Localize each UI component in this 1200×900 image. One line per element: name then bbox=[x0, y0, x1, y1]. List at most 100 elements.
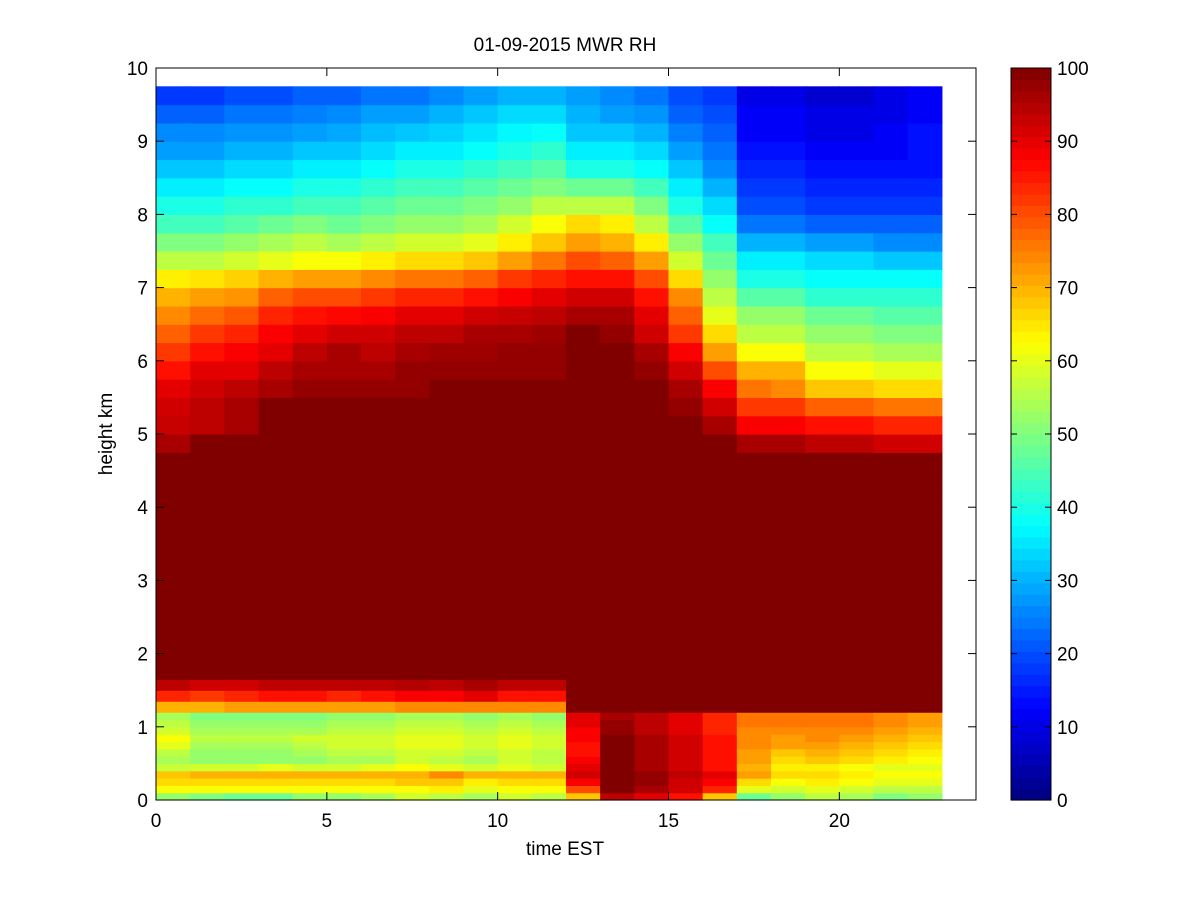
heatmap-cell bbox=[736, 507, 772, 527]
heatmap-cell bbox=[429, 488, 465, 508]
heatmap-cell bbox=[839, 397, 875, 417]
heatmap-cell bbox=[873, 269, 909, 289]
heatmap-cell bbox=[361, 287, 396, 307]
heatmap-cell bbox=[668, 379, 704, 398]
heatmap-cell bbox=[736, 617, 772, 636]
heatmap-cell bbox=[600, 543, 635, 563]
heatmap-cell bbox=[771, 415, 806, 435]
heatmap-cell bbox=[258, 324, 294, 344]
heatmap-cell bbox=[702, 342, 738, 362]
heatmap-cell bbox=[429, 792, 465, 801]
heatmap-cell bbox=[771, 196, 806, 215]
heatmap-cell bbox=[326, 668, 362, 680]
heatmap-cell bbox=[361, 360, 396, 380]
heatmap-cell bbox=[463, 785, 499, 794]
y-tick-label: 5 bbox=[137, 425, 148, 446]
colorbar-segment bbox=[1011, 697, 1051, 710]
heatmap-cell bbox=[531, 434, 567, 453]
heatmap-cell bbox=[292, 86, 328, 106]
colorbar-segment bbox=[1011, 491, 1051, 504]
heatmap-cell bbox=[429, 734, 465, 743]
heatmap-cell bbox=[292, 342, 328, 362]
heatmap-cell bbox=[805, 488, 840, 508]
heatmap-cell bbox=[326, 434, 362, 453]
heatmap-cell bbox=[395, 287, 430, 307]
heatmap-cell bbox=[292, 741, 328, 750]
heatmap-cell bbox=[634, 305, 670, 325]
heatmap-cell bbox=[566, 734, 601, 743]
heatmap-cell bbox=[497, 741, 533, 750]
heatmap-cell bbox=[531, 562, 567, 581]
heatmap-cell bbox=[600, 232, 635, 252]
heatmap-cell bbox=[873, 598, 909, 618]
heatmap-cell bbox=[463, 232, 499, 252]
heatmap-cell bbox=[736, 778, 772, 786]
heatmap-cell bbox=[566, 770, 601, 779]
heatmap-cell bbox=[566, 434, 601, 453]
heatmap-cell bbox=[497, 141, 533, 161]
heatmap-cell bbox=[531, 690, 567, 702]
colorbar-gradient bbox=[1011, 68, 1051, 801]
heatmap-cell bbox=[224, 214, 260, 234]
heatmap-cell bbox=[395, 324, 430, 344]
heatmap-cell bbox=[224, 434, 260, 453]
heatmap-cell bbox=[156, 525, 191, 545]
heatmap-cell bbox=[224, 712, 260, 721]
heatmap-cell bbox=[292, 122, 328, 142]
heatmap-cell bbox=[531, 379, 567, 398]
heatmap-cell bbox=[771, 598, 806, 618]
heatmap-cell bbox=[531, 360, 567, 380]
heatmap-cell bbox=[326, 598, 362, 618]
heatmap-cell bbox=[907, 86, 943, 106]
heatmap-cell bbox=[258, 525, 294, 545]
heatmap-cell bbox=[531, 679, 567, 691]
heatmap-cell bbox=[326, 470, 362, 490]
x-tick-label: 5 bbox=[322, 811, 333, 832]
heatmap-cell bbox=[873, 785, 909, 794]
heatmap-cell bbox=[736, 434, 772, 453]
heatmap-cell bbox=[566, 342, 601, 362]
heatmap-cell bbox=[497, 251, 533, 270]
heatmap-cell bbox=[224, 598, 260, 618]
colorbar-segment bbox=[1011, 788, 1051, 801]
heatmap-cell bbox=[156, 488, 191, 508]
heatmap-cell bbox=[736, 360, 772, 380]
colorbar-segment bbox=[1011, 376, 1051, 389]
heatmap-cell bbox=[736, 748, 772, 757]
heatmap-cell bbox=[839, 324, 875, 344]
heatmap-cell bbox=[497, 470, 533, 490]
heatmap-cell bbox=[702, 177, 738, 197]
heatmap-cell bbox=[634, 580, 670, 600]
heatmap-cell bbox=[805, 726, 840, 735]
heatmap-cell bbox=[156, 342, 191, 362]
heatmap-cell bbox=[634, 159, 670, 179]
heatmap-cell bbox=[531, 598, 567, 618]
heatmap-cell bbox=[702, 141, 738, 161]
heatmap-cell bbox=[873, 305, 909, 325]
heatmap-cell bbox=[668, 232, 704, 252]
heatmap-cell bbox=[805, 214, 840, 234]
heatmap-cell bbox=[702, 324, 738, 344]
heatmap-cell bbox=[634, 452, 670, 472]
colorbar-tick-label: 70 bbox=[1057, 279, 1078, 300]
heatmap-cell bbox=[805, 617, 840, 636]
heatmap-cell bbox=[566, 726, 601, 735]
heatmap-cell bbox=[771, 690, 806, 702]
heatmap-cell bbox=[566, 214, 601, 234]
heatmap-cell bbox=[429, 122, 465, 142]
heatmap-cell bbox=[224, 452, 260, 472]
heatmap-cell bbox=[326, 452, 362, 472]
heatmap-cell bbox=[805, 251, 840, 270]
heatmap-cell bbox=[736, 397, 772, 417]
heatmap-cell bbox=[668, 305, 704, 325]
heatmap-cell bbox=[429, 726, 465, 735]
heatmap-cell bbox=[361, 763, 396, 772]
heatmap-cell bbox=[566, 177, 601, 197]
heatmap-cell bbox=[907, 251, 943, 270]
heatmap-cell bbox=[566, 778, 601, 786]
heatmap-cell bbox=[463, 452, 499, 472]
colorbar-segment bbox=[1011, 708, 1051, 721]
heatmap-cell bbox=[566, 562, 601, 581]
heatmap-cell bbox=[873, 434, 909, 453]
heatmap-cell bbox=[463, 122, 499, 142]
